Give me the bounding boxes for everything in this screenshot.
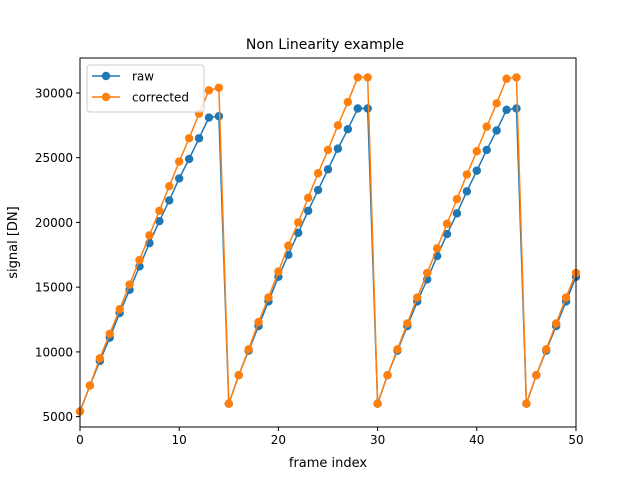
data-point-corrected (313, 169, 323, 178)
y-tick-label: 15000 (35, 281, 73, 295)
data-point-raw (502, 105, 511, 114)
data-point-raw (353, 104, 362, 113)
data-point-corrected (413, 293, 422, 302)
data-point-corrected (264, 293, 273, 302)
data-point-raw (214, 112, 224, 121)
data-point-corrected (214, 83, 224, 92)
legend-item-raw[interactable]: raw (92, 70, 154, 84)
data-point-corrected (234, 371, 243, 380)
data-point-raw (452, 209, 462, 218)
data-point-corrected (432, 244, 442, 253)
data-point-raw (155, 216, 164, 226)
data-point-corrected (502, 74, 511, 83)
data-point-corrected (165, 181, 174, 191)
data-point-corrected (175, 157, 184, 166)
x-tick-label: 40 (469, 433, 484, 447)
data-point-raw (323, 165, 333, 174)
data-point-corrected (462, 170, 472, 179)
data-point-corrected (383, 371, 392, 380)
y-tick-label: 30000 (35, 86, 73, 100)
y-axis: 5000 10000 15000 20000 25000 30000 (35, 86, 80, 424)
data-point-corrected (542, 345, 551, 354)
data-point-corrected (95, 354, 105, 363)
plot-frame (79, 57, 577, 428)
data-point-corrected (492, 99, 501, 108)
data-point-corrected (125, 280, 134, 289)
data-point-raw (313, 185, 323, 195)
data-point-corrected (254, 317, 263, 327)
data-point-corrected (145, 231, 154, 240)
data-point-raw (333, 144, 343, 153)
data-point-corrected (115, 304, 124, 314)
y-tick-label: 25000 (35, 151, 73, 165)
data-point-corrected (135, 255, 144, 265)
x-axis: 0 10 20 30 40 50 (76, 427, 584, 447)
chart-title: Non Linearity example (246, 37, 404, 53)
data-point-raw (482, 145, 491, 155)
data-point-raw (184, 154, 194, 164)
data-point-corrected (184, 134, 194, 143)
data-point-raw (294, 228, 303, 237)
data-point-raw (462, 187, 472, 196)
data-point-corrected (532, 371, 541, 380)
data-point-raw (303, 206, 313, 215)
y-tick-label: 10000 (35, 345, 73, 359)
data-point-corrected (522, 399, 531, 408)
x-tick-label: 10 (172, 433, 187, 447)
data-point-corrected (323, 145, 333, 155)
x-tick-label: 0 (76, 433, 84, 447)
data-point-corrected (353, 73, 362, 82)
legend-swatch-marker (101, 71, 111, 81)
data-point-corrected (294, 218, 303, 227)
data-point-corrected (204, 86, 214, 95)
legend[interactable]: raw corrected (86, 64, 205, 113)
data-point-raw (492, 126, 501, 135)
data-point-corrected (85, 381, 95, 390)
data-point-corrected (423, 268, 432, 278)
data-point-raw (363, 104, 372, 113)
data-point-corrected (224, 399, 233, 408)
data-point-corrected (244, 345, 253, 354)
data-point-raw (442, 229, 452, 239)
data-point-corrected (303, 193, 313, 203)
data-point-corrected (333, 121, 343, 130)
data-point-raw (165, 196, 174, 205)
data-point-corrected (561, 293, 571, 302)
series-corrected (75, 73, 581, 416)
y-axis-label: signal [DN] (6, 206, 21, 278)
data-point-raw (175, 174, 184, 183)
x-tick-label: 20 (271, 433, 286, 447)
data-point-corrected (393, 345, 402, 354)
data-point-raw (343, 125, 353, 134)
x-tick-label: 50 (568, 433, 583, 447)
data-point-corrected (373, 399, 382, 408)
data-point-corrected (105, 329, 114, 338)
y-tick-label: 20000 (35, 216, 73, 230)
data-point-corrected (512, 73, 521, 82)
data-point-corrected (274, 267, 283, 276)
data-point-raw (194, 134, 204, 143)
legend-label: corrected (132, 91, 189, 105)
legend-item-corrected[interactable]: corrected (92, 91, 189, 105)
data-point-corrected (343, 97, 353, 107)
legend-label: raw (132, 70, 154, 84)
data-point-corrected (155, 206, 164, 215)
data-point-corrected (482, 122, 491, 131)
data-point-raw (204, 113, 214, 122)
data-point-raw (472, 166, 481, 175)
data-point-corrected (442, 219, 452, 228)
x-axis-label: frame index (289, 456, 368, 471)
data-point-corrected (452, 194, 462, 204)
data-point-corrected (551, 319, 561, 328)
plot-series (75, 73, 581, 416)
data-point-corrected (472, 147, 481, 156)
data-point-corrected (363, 73, 372, 82)
data-point-corrected (403, 319, 412, 328)
y-tick-label: 5000 (42, 410, 73, 424)
data-point-corrected (284, 241, 293, 250)
data-point-raw (512, 104, 521, 113)
legend-swatch-marker (101, 92, 111, 102)
x-tick-label: 30 (370, 433, 385, 447)
